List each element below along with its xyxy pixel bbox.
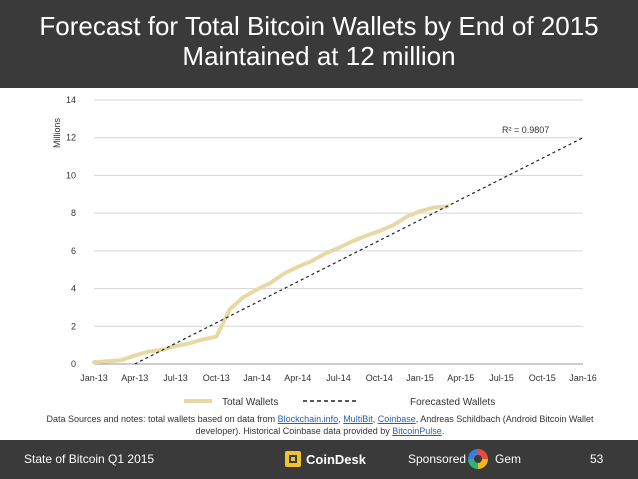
x-tick-label: Oct-15 xyxy=(529,373,556,383)
link-coinbase[interactable]: Coinbase xyxy=(377,414,416,424)
y-axis-label: Millions xyxy=(52,118,62,149)
sponsor-label: Sponsored by xyxy=(408,452,483,466)
x-tick-label: Jul-14 xyxy=(326,373,351,383)
y-tick-label: 0 xyxy=(71,359,76,369)
slide-header: Forecast for Total Bitcoin Wallets by En… xyxy=(0,0,638,88)
y-tick-label: 14 xyxy=(66,95,76,105)
y-tick-label: 8 xyxy=(71,208,76,218)
x-tick-label: Jan-16 xyxy=(569,373,597,383)
slide-title-line1: Forecast for Total Bitcoin Wallets by En… xyxy=(39,11,599,41)
report-title: State of Bitcoin Q1 2015 xyxy=(24,452,155,466)
y-tick-label: 2 xyxy=(71,321,76,331)
notes-middle: , Andreas Schildbach (Android Bitcoin Wa… xyxy=(195,414,594,436)
notes-prefix: Data Sources and notes: total wallets ba… xyxy=(46,414,278,424)
y-tick-label: 4 xyxy=(71,284,76,294)
y-tick-label: 12 xyxy=(66,133,76,143)
wallets-forecast-chart: 0 2 4 6 8 10 12 14 Jan-13 Apr-13 Jul-13 Oct-13 Jan-… xyxy=(52,95,597,408)
chart-legend: Total Wallets Forecasted Wallets xyxy=(184,397,495,408)
sponsor-name: Gem xyxy=(495,452,522,466)
link-bitcoinpulse[interactable]: BitcoinPulse xyxy=(392,426,442,436)
x-tick-label: Jan-14 xyxy=(243,373,271,383)
coindesk-icon xyxy=(285,451,301,467)
x-tick-label: Jan-13 xyxy=(80,373,108,383)
x-tick-label: Oct-13 xyxy=(203,373,230,383)
x-tick-label: Oct-14 xyxy=(366,373,393,383)
x-tick-label: Apr-15 xyxy=(447,373,474,383)
y-tick-label: 6 xyxy=(71,246,76,256)
x-tick-label: Jan-15 xyxy=(406,373,434,383)
slide-title-line2: Maintained at 12 million xyxy=(182,41,456,71)
notes-suffix: . xyxy=(441,426,445,436)
gem-icon xyxy=(468,449,488,469)
brand-name: CoinDesk xyxy=(306,451,366,467)
total-wallets-line xyxy=(92,204,450,365)
link-multibit[interactable]: MultiBit xyxy=(343,414,373,424)
data-source-notes: Data Sources and notes: total wallets ba… xyxy=(40,413,600,437)
x-tick-label: Jul-15 xyxy=(489,373,514,383)
y-tick-label: 10 xyxy=(66,170,76,180)
legend-label-total: Total Wallets xyxy=(222,397,278,408)
page-number: 53 xyxy=(590,452,604,466)
link-blockchain-info[interactable]: Blockchain.info xyxy=(277,414,339,424)
x-tick-label: Apr-13 xyxy=(121,373,148,383)
slide-footer: State of Bitcoin Q1 2015 CoinDesk Sponso… xyxy=(0,440,638,479)
x-tick-label: Apr-14 xyxy=(284,373,311,383)
r-squared-annotation: R² = 0.9807 xyxy=(502,125,549,135)
coindesk-logo: CoinDesk xyxy=(285,448,366,470)
notes-sep2: , xyxy=(372,414,378,424)
notes-sep1: , xyxy=(338,414,344,424)
legend-label-forecast: Forecasted Wallets xyxy=(410,397,495,408)
x-tick-label: Jul-13 xyxy=(163,373,188,383)
